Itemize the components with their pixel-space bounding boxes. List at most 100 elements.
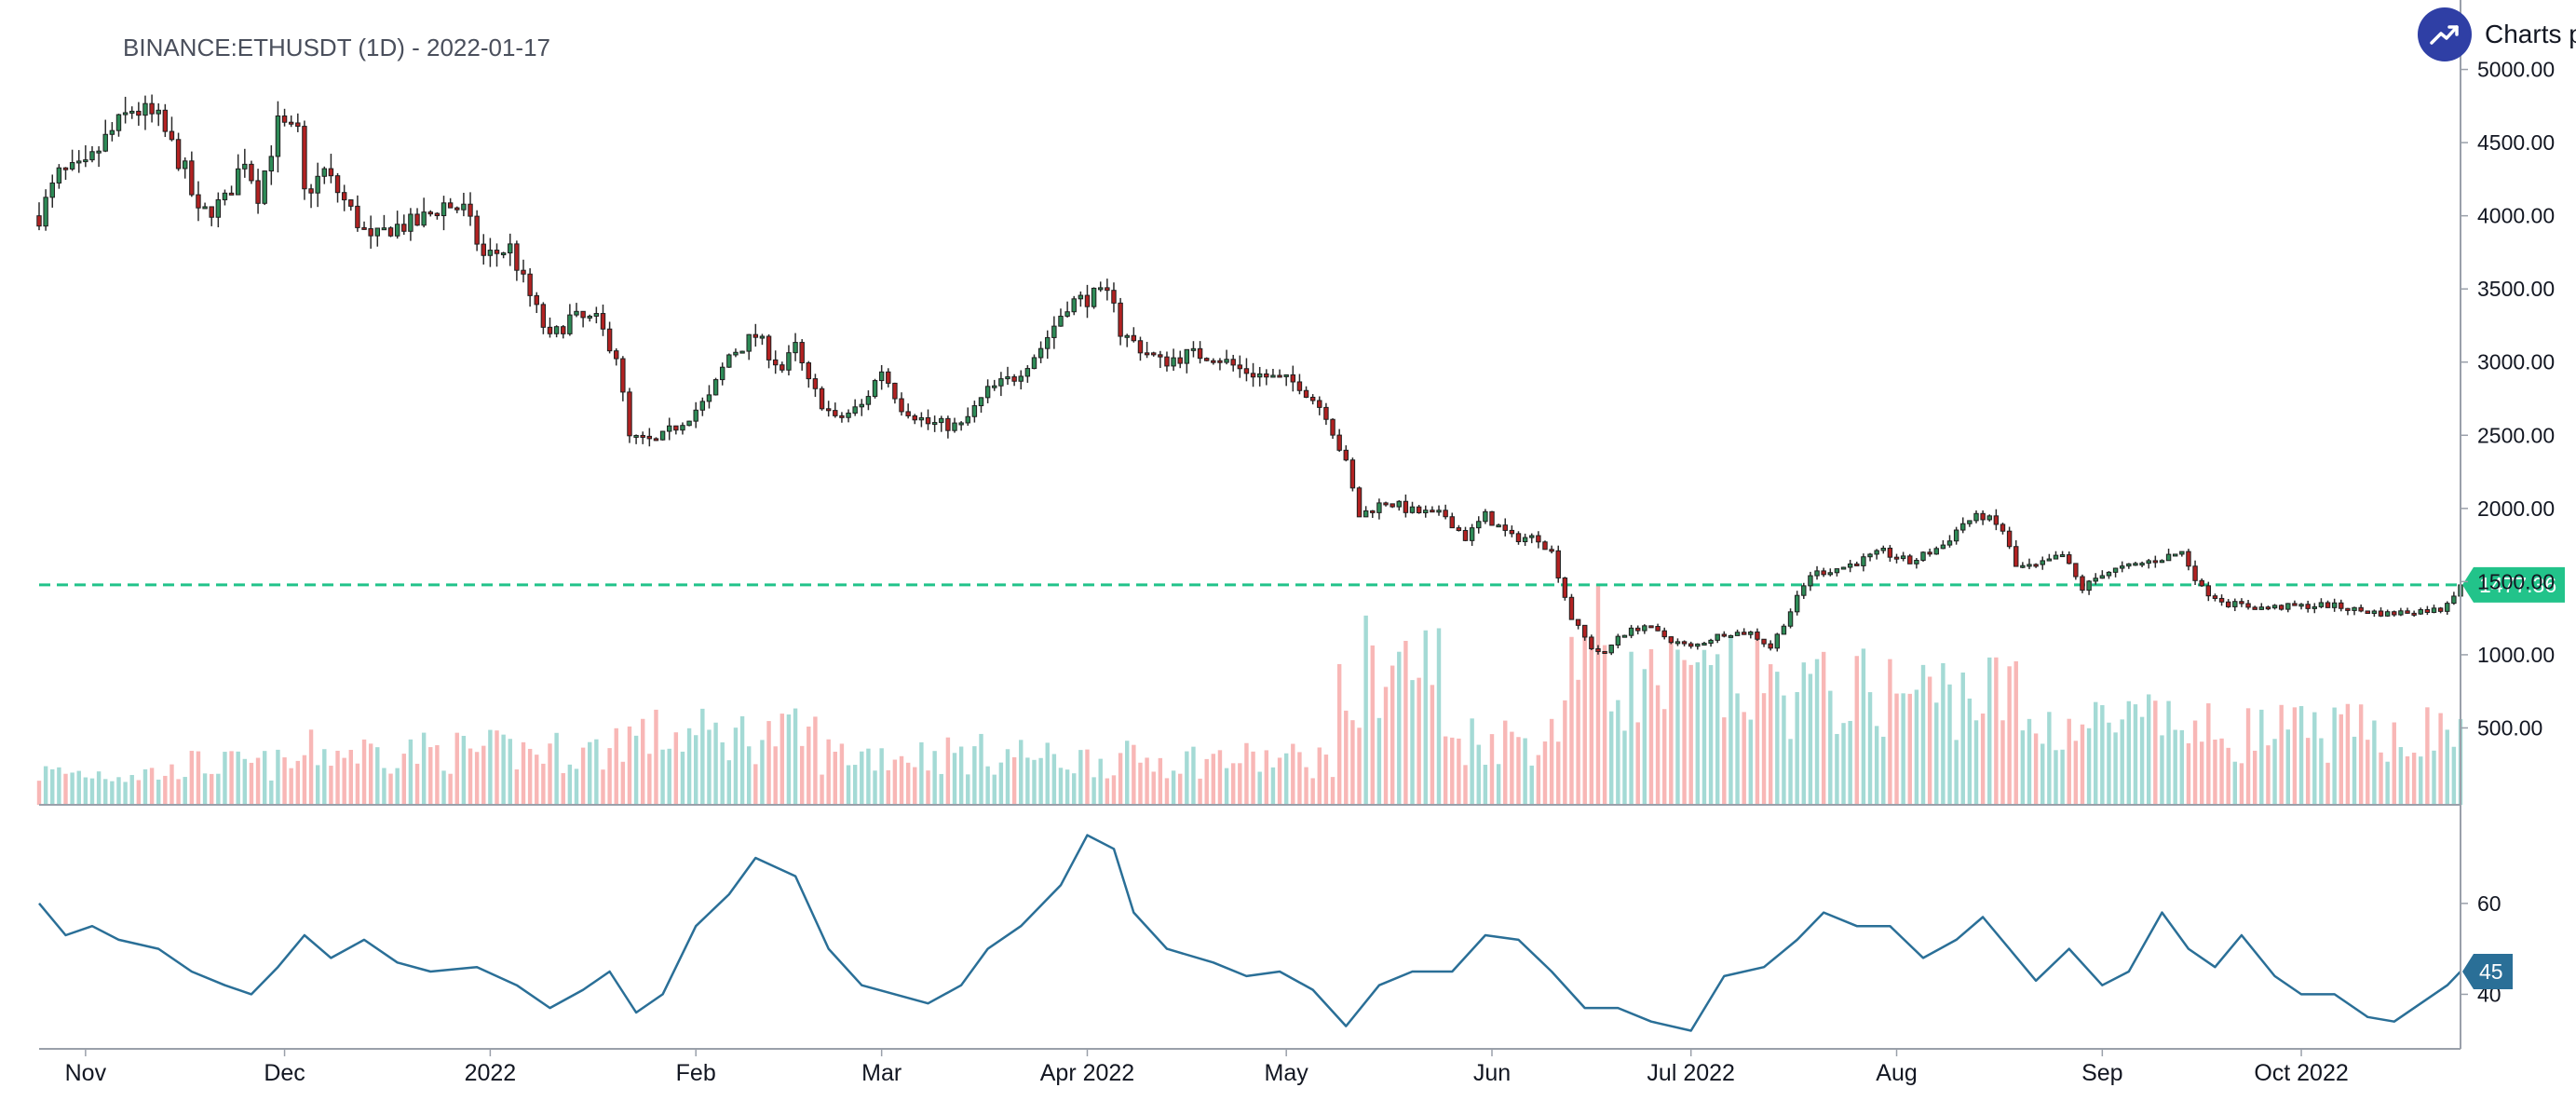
candle-body <box>1940 544 1946 550</box>
candle-body <box>142 102 148 116</box>
candle-body <box>1515 533 1522 543</box>
volume-bar <box>1457 738 1461 805</box>
candle-body <box>627 391 632 437</box>
volume-bar <box>2339 714 2343 805</box>
volume-bar <box>2179 729 2185 805</box>
volume-bar <box>1489 734 1495 805</box>
volume-bar <box>1470 718 1474 805</box>
volume-bar <box>295 760 301 805</box>
volume-bar <box>2133 704 2138 805</box>
volume-bar <box>813 716 818 805</box>
volume-bar <box>1907 693 1912 805</box>
volume-bar <box>408 739 414 805</box>
volume-bar <box>2352 736 2357 805</box>
candle-body <box>281 116 288 123</box>
candle-body <box>1927 551 1932 555</box>
volume-bar <box>601 769 605 805</box>
candle-body <box>547 326 553 334</box>
y-tick-label: 1000.00 <box>2477 643 2555 667</box>
volume-bar <box>57 767 61 805</box>
volume-bar <box>1616 700 1620 805</box>
volume-bar <box>1423 630 1428 805</box>
candle-body <box>2159 560 2165 564</box>
candle-body <box>56 167 62 184</box>
candle-body <box>1774 633 1781 649</box>
candle-body <box>2252 606 2257 610</box>
volume-bar <box>2213 739 2217 805</box>
volume-bar <box>1330 777 1335 805</box>
volume-bar <box>2033 733 2039 805</box>
candle-body <box>1728 634 1734 638</box>
brand[interactable]: Charts p <box>2418 7 2576 61</box>
volume-bar <box>1722 717 1727 805</box>
volume-bar <box>1211 754 1216 805</box>
candle-body <box>1430 510 1435 513</box>
candle-body <box>2046 558 2053 562</box>
candle-body <box>96 150 102 154</box>
candle-body <box>381 227 387 231</box>
x-tick-label: 2022 <box>465 1060 517 1086</box>
candle-body <box>1522 537 1528 543</box>
volume-bar <box>382 768 386 805</box>
volume-bar <box>673 732 679 805</box>
candle-body <box>2126 563 2132 567</box>
candle-body <box>1781 625 1787 635</box>
candle-body <box>1821 570 1826 576</box>
candle-body <box>846 412 851 418</box>
candle-body <box>640 434 645 438</box>
candle-body <box>2179 551 2185 555</box>
candle-body <box>659 430 666 441</box>
candle-body <box>1755 631 1760 640</box>
volume-bar <box>780 714 785 805</box>
volume-bar <box>2120 719 2124 805</box>
candle-body <box>2013 546 2019 567</box>
volume-bar <box>2173 729 2177 805</box>
candle-body <box>1443 510 1448 518</box>
candle-body <box>2218 597 2225 603</box>
candle-body <box>461 203 467 211</box>
volume-bar <box>1111 775 1117 805</box>
volume-bar <box>1795 691 1799 805</box>
volume-bar <box>886 769 890 805</box>
volume-bar <box>335 750 340 805</box>
candle-body <box>992 385 997 388</box>
volume-bar <box>1430 685 1435 805</box>
candle-body <box>574 310 579 316</box>
volume-bar <box>1503 720 1508 805</box>
volume-bar <box>1370 645 1375 805</box>
candle-body <box>859 403 864 408</box>
volume-bar <box>2266 745 2271 805</box>
volume-bar <box>1920 664 1926 805</box>
volume-bar <box>554 732 559 805</box>
volume-bar <box>1708 664 1714 805</box>
volume-bar <box>1994 657 1999 805</box>
volume-bar <box>2445 729 2449 805</box>
candle-body <box>2199 579 2204 587</box>
volume-bar <box>1682 659 1687 805</box>
candle-body <box>2033 564 2039 567</box>
y-tick-label: 1500.00 <box>2477 569 2555 593</box>
candle-body <box>1628 627 1634 636</box>
volume-bar <box>826 739 831 805</box>
volume-bar <box>839 743 845 805</box>
candle-body <box>1834 568 1840 574</box>
candle-body <box>2398 610 2404 616</box>
volume-bar <box>2345 703 2351 805</box>
candle-body <box>699 401 706 411</box>
candle-body <box>1045 336 1051 349</box>
volume-bar <box>2285 729 2291 805</box>
candle-body <box>1476 521 1482 529</box>
volume-bar <box>414 763 420 805</box>
volume-bar <box>654 709 658 805</box>
candle-body <box>408 213 414 232</box>
candle-body <box>1309 396 1316 401</box>
candle-body <box>1761 638 1767 645</box>
candle-body <box>1064 311 1070 317</box>
volume-bar <box>1443 736 1448 805</box>
volume-bar <box>276 749 280 805</box>
volume-bar <box>594 739 599 805</box>
candle-body <box>593 313 600 317</box>
candle-body <box>222 192 228 200</box>
candle-body <box>1668 636 1674 644</box>
candle-body <box>1536 535 1541 543</box>
